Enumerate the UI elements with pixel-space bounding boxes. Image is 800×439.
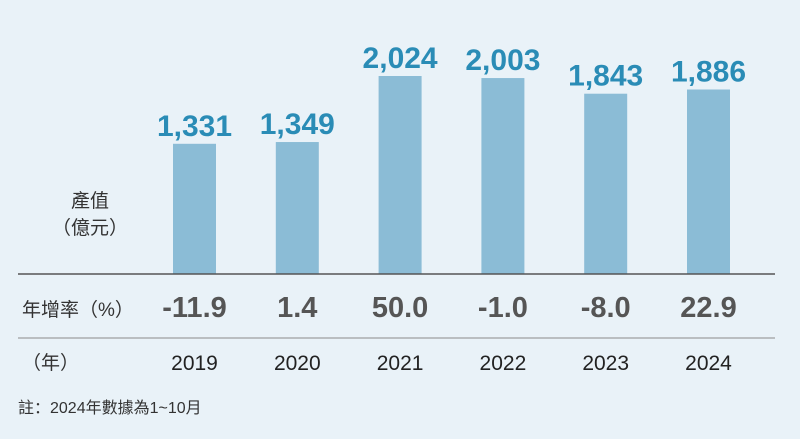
bar-2024 [687, 89, 730, 274]
value-label-2021: 2,024 [363, 42, 438, 75]
year-row-label: （年） [22, 352, 79, 374]
value-label-2023: 1,843 [568, 60, 643, 93]
year-label-2019: 2019 [171, 352, 218, 375]
year-labels-group: 2019 2020 2021 2022 2023 2024 [171, 352, 732, 375]
growth-values-group: -11.9 1.4 50.0 -1.0 -8.0 22.9 [162, 292, 736, 324]
bar-2020 [275, 142, 319, 274]
year-label-2022: 2022 [480, 352, 527, 375]
bar-2019 [173, 143, 216, 274]
value-label-2024: 1,886 [671, 56, 746, 89]
value-label-2020: 1,349 [260, 108, 335, 141]
value-labels-group: 1,331 1,349 2,024 2,003 1,843 1,886 [157, 42, 746, 143]
year-label-2021: 2021 [377, 352, 424, 375]
y-axis-label-line2: （億元） [52, 217, 128, 239]
year-label-2024: 2024 [685, 352, 732, 375]
footnote: 註：2024年數據為1~10月 [18, 399, 202, 417]
bars-group [173, 76, 730, 275]
bar-2023 [584, 93, 628, 275]
bar-2022 [481, 78, 525, 274]
growth-value-2019: -11.9 [162, 292, 227, 324]
growth-value-2022: -1.0 [478, 292, 528, 324]
growth-row-label: 年增率（%） [22, 299, 134, 321]
year-label-2023: 2023 [582, 352, 629, 375]
value-label-2022: 2,003 [465, 44, 540, 77]
bar-2021 [378, 76, 422, 274]
value-label-2019: 1,331 [157, 110, 232, 143]
y-axis-label-line1: 產值 [71, 190, 109, 212]
growth-value-2023: -8.0 [581, 292, 631, 324]
growth-value-2024: 22.9 [680, 292, 736, 324]
growth-value-2021: 50.0 [372, 292, 428, 324]
year-label-2020: 2020 [274, 352, 321, 375]
growth-value-2020: 1.4 [277, 292, 317, 324]
